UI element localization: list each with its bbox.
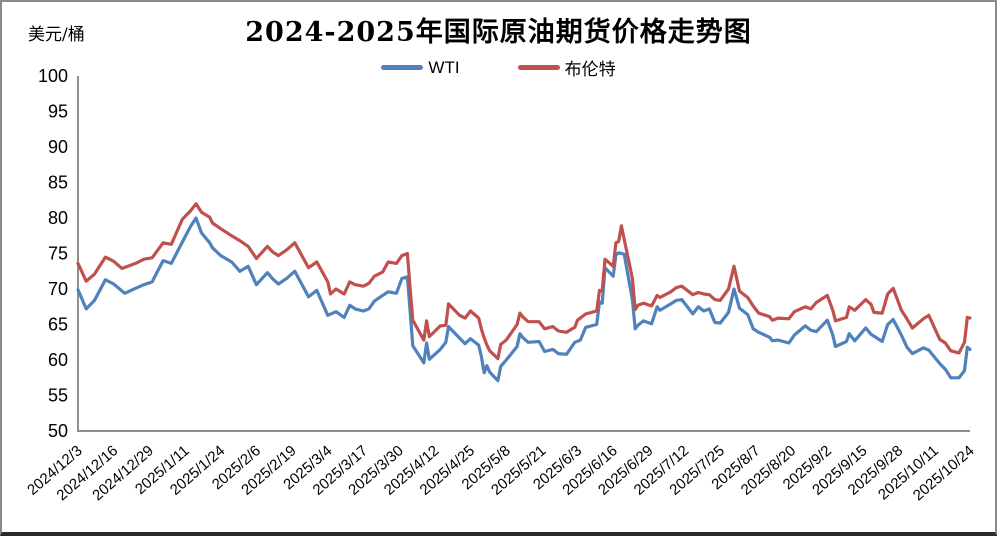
y-tick-label: 95 [48, 102, 68, 122]
y-tick-label: 80 [48, 208, 68, 228]
y-tick-label: 65 [48, 315, 68, 335]
y-tick-label: 60 [48, 350, 68, 370]
chart-title: 2024-2025年国际原油期货价格走势图 [245, 17, 752, 48]
y-tick-label: 85 [48, 173, 68, 193]
y-axis-unit-label: 美元/桶 [28, 25, 85, 45]
series-line-brent [76, 202, 972, 361]
legend-label-brent: 布伦特 [564, 60, 616, 79]
y-tick-label: 100 [38, 66, 68, 86]
series-line-wti [76, 216, 972, 383]
y-tick-label: 75 [48, 244, 68, 264]
chart-legend: WTI 布伦特 [2, 55, 995, 80]
y-tick-label: 90 [48, 137, 68, 157]
y-tick-label: 70 [48, 279, 68, 299]
brent-line-swatch-icon [517, 65, 560, 70]
wti-line-swatch-icon [381, 65, 424, 70]
y-tick-label: 55 [48, 386, 68, 406]
y-tick-label: 50 [48, 421, 68, 441]
axis-lines [77, 76, 970, 432]
legend-item-brent: 布伦特 [517, 55, 616, 80]
legend-label-wti: WTI [428, 57, 460, 77]
legend-item-wti: WTI [381, 57, 460, 78]
